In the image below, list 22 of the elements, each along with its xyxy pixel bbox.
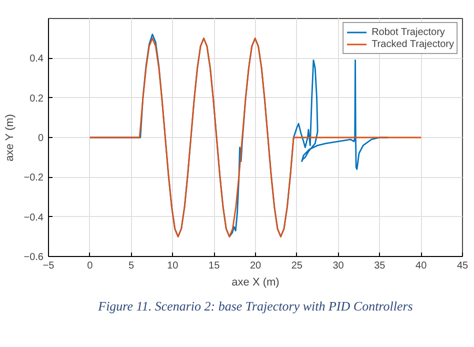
x-tick-label: 35 <box>374 260 386 272</box>
x-tick-label: 25 <box>291 260 303 272</box>
x-tick-label: 40 <box>416 260 428 272</box>
legend-label: Robot Trajectory <box>372 26 445 38</box>
y-tick-label: −0.6 <box>24 252 44 263</box>
y-tick-label: 0 <box>38 133 44 144</box>
caption: Figure 11. Scenario 2: base Trajectory with PID Controllers <box>97 298 413 314</box>
x-tick-label: 15 <box>208 260 220 272</box>
y-tick-label: −0.2 <box>24 172 44 184</box>
x-tick-label: 0 <box>87 260 94 272</box>
x-axis-title: axe X (m) <box>232 276 280 288</box>
y-tick-label: −0.4 <box>24 212 44 224</box>
x-tick-label: 20 <box>250 260 262 272</box>
x-tick-label: 5 <box>128 260 135 272</box>
legend-label: Tracked Trajectory <box>372 38 454 50</box>
y-tick-label: 0.4 <box>30 54 44 65</box>
x-tick-label: 30 <box>332 260 344 272</box>
y-axis-title: axe Y (m) <box>4 114 16 162</box>
y-tick-label: 0.2 <box>30 93 44 104</box>
x-tick-label: 45 <box>456 260 468 272</box>
x-tick-label: 10 <box>167 260 179 272</box>
x-tick-label: −5 <box>42 260 55 272</box>
